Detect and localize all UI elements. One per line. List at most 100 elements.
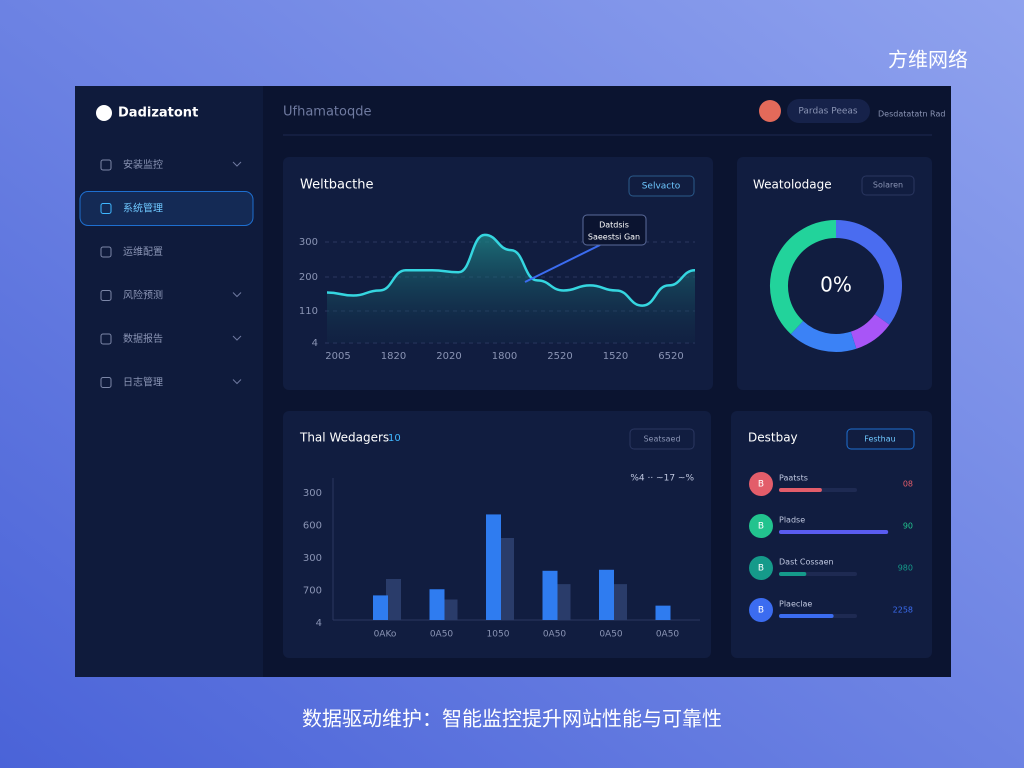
x-tick-label: 1820 (381, 351, 406, 362)
row-icon-label: B (758, 480, 764, 490)
button-label: Seatsaed (643, 435, 680, 444)
line-series (326, 233, 696, 307)
avatar[interactable] (759, 100, 781, 122)
nav-item: 运维配置 (123, 245, 163, 258)
row-icon (749, 598, 773, 622)
row-icon-label: B (758, 606, 764, 616)
button-label: Solaren (873, 181, 903, 190)
y-tick-label: 700 (303, 586, 322, 597)
nav-icon[interactable] (100, 159, 112, 171)
x-tick-label: 2520 (547, 351, 572, 362)
y-tick-label: 300 (299, 237, 318, 248)
button-label: Selvacto (642, 182, 681, 192)
panel-button[interactable] (846, 428, 915, 450)
panel-title: Destbay (748, 431, 798, 445)
progress-bar (779, 572, 807, 576)
x-tick-label: 1050 (487, 630, 510, 640)
nav-chevron (232, 292, 242, 298)
bar (655, 605, 671, 620)
row-value: 08 (903, 480, 913, 489)
x-tick-label: 0A50 (656, 630, 680, 640)
topbar-link: Desdatatatn Rad (878, 110, 945, 119)
bar (612, 584, 627, 620)
y-tick-label: 110 (299, 306, 318, 317)
bar (442, 599, 458, 620)
caption: 数据驱动维护：智能监控提升网站性能与可靠性 (302, 707, 722, 731)
nav-chevron (232, 379, 242, 385)
nav-icon[interactable] (100, 377, 112, 388)
user-pill[interactable] (787, 99, 870, 123)
bar (373, 595, 388, 620)
tooltip-pointer (524, 244, 601, 283)
row-icon (749, 556, 773, 580)
x-tick-label: 1520 (603, 351, 628, 362)
bar (499, 538, 514, 620)
x-tick-label: 1800 (492, 351, 517, 362)
nav-item: 风险预测 (123, 289, 163, 302)
row-icon-label: B (758, 564, 764, 574)
panel-button[interactable] (861, 175, 915, 196)
panel-badge: 10 (388, 433, 401, 444)
x-tick-label: 0A50 (543, 630, 567, 640)
x-tick-label: 2005 (325, 351, 350, 362)
y-tick-label: 200 (299, 272, 318, 283)
nav-item: 安装监控 (123, 158, 163, 171)
progress-bar (779, 614, 834, 618)
bar (429, 589, 445, 620)
bar (386, 579, 401, 620)
y-tick-label: 4 (312, 338, 318, 349)
nav-icon[interactable] (100, 246, 112, 258)
nav-item: 系统管理 (123, 202, 163, 215)
row-name: Paatsts (779, 474, 808, 483)
panel-title: Weltbacthe (300, 178, 374, 193)
panel-button[interactable] (629, 428, 695, 450)
user-name: Pardas Peeas (798, 107, 858, 117)
row-value: 980 (898, 564, 913, 573)
x-tick-label: 6520 (658, 351, 683, 362)
brand-logo (96, 105, 112, 121)
row-name: Plaeclae (779, 600, 812, 609)
donut-segment (790, 320, 857, 352)
nav-active (79, 191, 254, 226)
button-label: Festhau (864, 435, 895, 444)
row-icon (749, 472, 773, 496)
nav-item: 日志管理 (123, 376, 163, 389)
watermark: 方维网络 (888, 48, 968, 72)
row-value: 90 (903, 522, 913, 531)
nav-icon[interactable] (100, 290, 112, 301)
list-panel (731, 411, 932, 658)
y-tick-label: 4 (316, 618, 322, 629)
nav-item: 数据报告 (123, 332, 163, 345)
x-tick-label: 0AKo (374, 630, 397, 640)
bar (542, 570, 558, 620)
y-tick-label: 600 (303, 521, 322, 532)
panel-button[interactable] (628, 175, 695, 197)
chart-legend: %4 ·· ~17 ~% (630, 474, 694, 484)
nav-icon[interactable] (100, 333, 112, 345)
tooltip-line: Datdsis (599, 221, 629, 230)
x-tick-label: 0A50 (430, 630, 454, 640)
y-tick-label: 300 (303, 553, 322, 564)
x-tick-label: 2020 (436, 351, 461, 362)
progress-bar (779, 530, 889, 534)
row-icon (749, 514, 773, 538)
donut-center: 0% (820, 273, 852, 297)
nav-icon[interactable] (100, 203, 112, 214)
row-name: Dast Cossaen (779, 558, 834, 567)
topbar-title: Ufhamatoqde (283, 105, 371, 120)
panel-title: Weatolodage (753, 178, 832, 192)
sidebar (75, 86, 263, 677)
nav-chevron (232, 161, 242, 167)
bar (599, 569, 614, 620)
progress-bar (779, 488, 822, 492)
donut-segment (850, 313, 890, 349)
tooltip (582, 214, 647, 246)
donut-segment (770, 220, 837, 335)
y-tick-label: 300 (303, 488, 322, 499)
line-area (327, 234, 695, 343)
row-value: 2258 (893, 606, 913, 615)
row-name: Pladse (779, 516, 805, 525)
x-tick-label: 0A50 (599, 630, 623, 640)
